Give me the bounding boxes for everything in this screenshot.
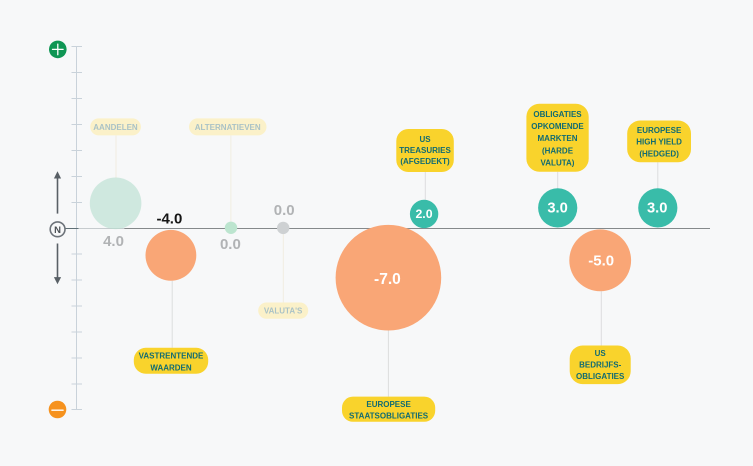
svg-text:-4.0: -4.0 <box>156 211 182 228</box>
svg-text:(HARDE: (HARDE <box>542 146 574 155</box>
svg-text:US: US <box>419 135 431 144</box>
svg-text:3.0: 3.0 <box>547 201 567 217</box>
svg-text:0.0: 0.0 <box>274 202 295 219</box>
svg-text:-5.0: -5.0 <box>588 253 614 270</box>
svg-text:BEDRIJFS-: BEDRIJFS- <box>579 361 622 370</box>
svg-text:2.0: 2.0 <box>415 207 432 221</box>
svg-text:4.0: 4.0 <box>103 233 124 250</box>
svg-text:OBLIGATIES: OBLIGATIES <box>533 110 582 119</box>
svg-text:AANDELEN: AANDELEN <box>93 123 138 132</box>
svg-text:EUROPESE: EUROPESE <box>366 400 411 409</box>
svg-text:VALUTA'S: VALUTA'S <box>264 306 303 315</box>
svg-text:3.0: 3.0 <box>647 201 667 217</box>
svg-text:OBLIGATIES: OBLIGATIES <box>576 372 625 381</box>
svg-text:EUROPESE: EUROPESE <box>637 126 682 135</box>
svg-text:-7.0: -7.0 <box>374 271 401 288</box>
svg-text:OPKOMENDE: OPKOMENDE <box>531 122 584 131</box>
svg-text:(HEDGED): (HEDGED) <box>639 149 679 158</box>
svg-text:0.0: 0.0 <box>220 236 241 253</box>
svg-text:N: N <box>54 225 61 236</box>
svg-text:VASTRENTENDE: VASTRENTENDE <box>139 352 204 361</box>
svg-text:TREASURIES: TREASURIES <box>399 146 451 155</box>
svg-text:ALTERNATIEVEN: ALTERNATIEVEN <box>195 123 261 132</box>
svg-text:VALUTA): VALUTA) <box>541 158 575 167</box>
svg-text:US: US <box>595 349 607 358</box>
svg-text:MARKTEN: MARKTEN <box>538 134 578 143</box>
svg-text:WAARDEN: WAARDEN <box>150 363 192 372</box>
svg-text:STAATSOBLIGATIES: STAATSOBLIGATIES <box>349 412 429 421</box>
svg-text:HIGH YIELD: HIGH YIELD <box>636 138 682 147</box>
svg-text:(AFGEDEKT): (AFGEDEKT) <box>400 157 450 166</box>
